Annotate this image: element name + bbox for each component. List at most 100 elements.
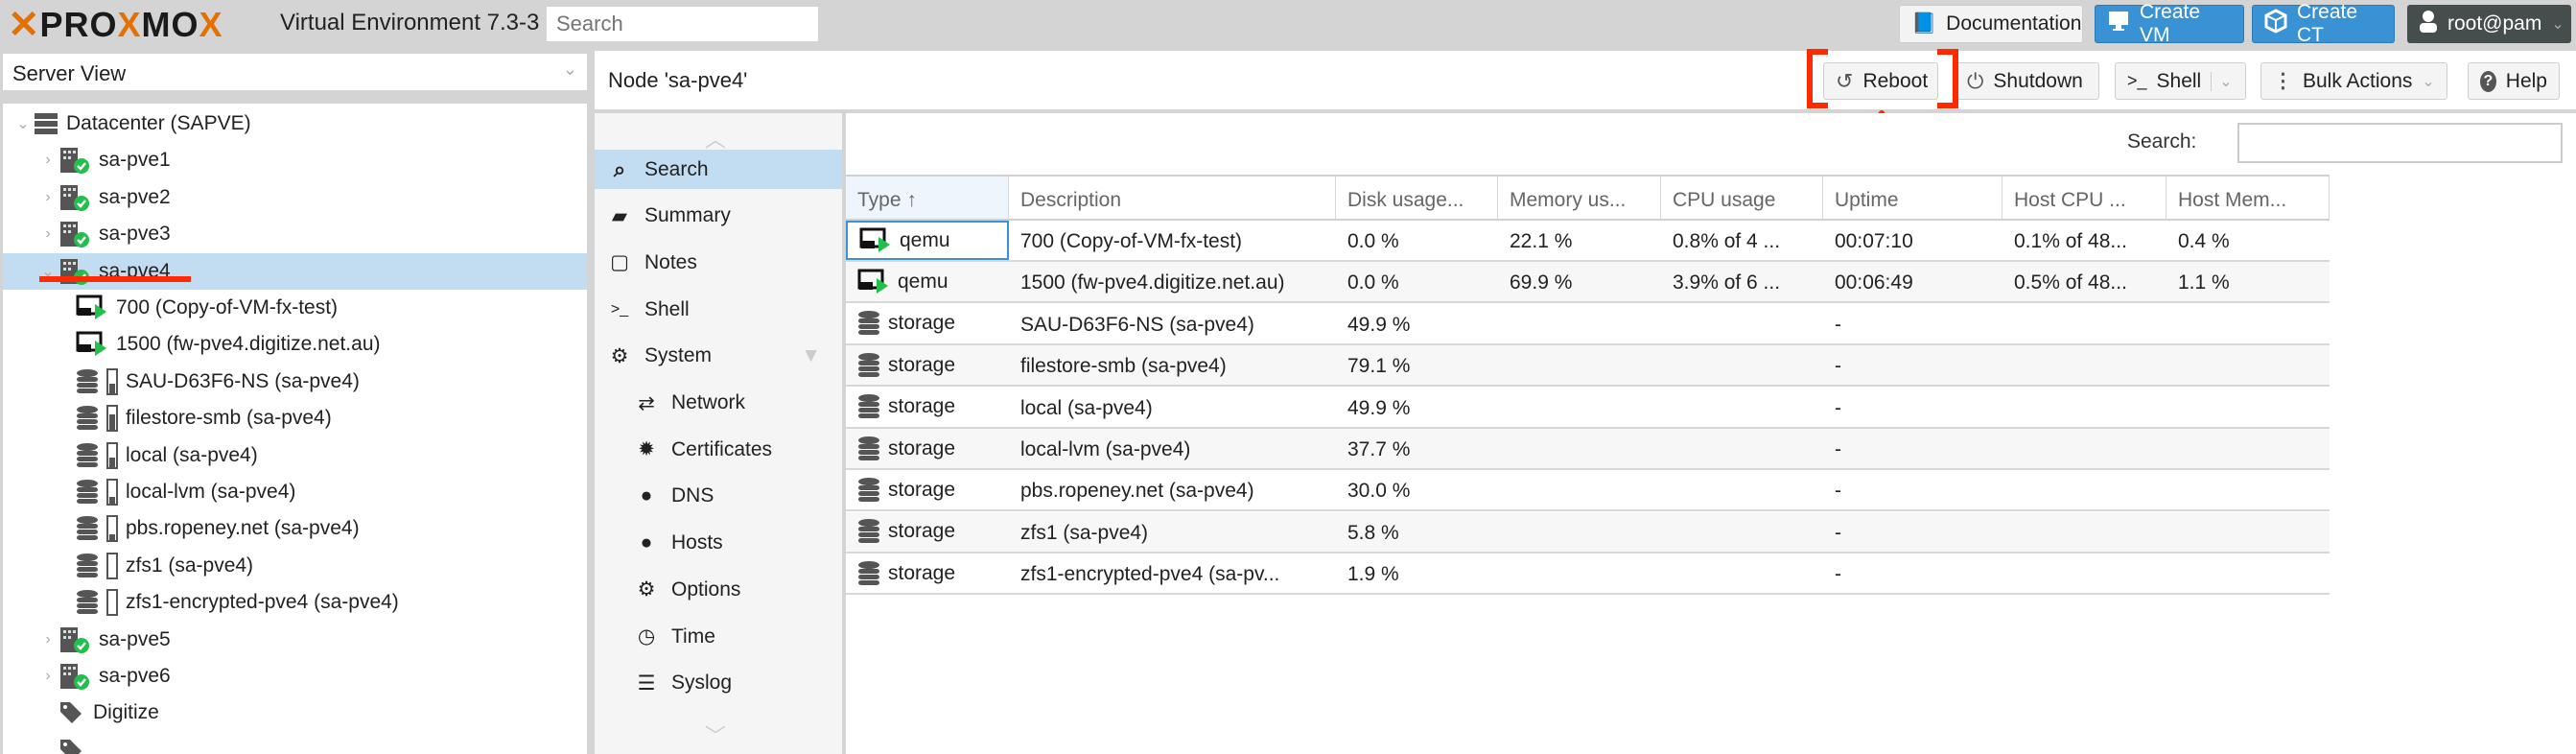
tree-item[interactable]: › sa-pve2 xyxy=(3,179,587,216)
column-header[interactable]: Host CPU ... xyxy=(2002,175,2166,221)
nav-item-label: Certificates xyxy=(671,437,773,460)
nav-item[interactable]: ▰ Summary xyxy=(595,197,842,236)
table-cell: qemu xyxy=(846,221,1009,260)
server-view-select[interactable]: Server View ⌄ xyxy=(3,54,587,90)
documentation-button[interactable]: 📘 Documentation xyxy=(1899,5,2083,43)
vm-running-icon xyxy=(76,331,108,358)
help-button[interactable]: ? Help xyxy=(2468,62,2560,100)
bulk-actions-button[interactable]: ⋮ Bulk Actions ⌄ xyxy=(2260,62,2447,100)
collapsed-chevron-icon[interactable]: › xyxy=(45,188,51,205)
shell-button[interactable]: >_ Shell ⌄ xyxy=(2115,62,2246,100)
tree-item-label: Datacenter (SAPVE) xyxy=(66,112,251,134)
table-row[interactable]: storage pbs.ropeney.net (sa-pve4) 30.0 % - xyxy=(846,470,2330,512)
tree-item[interactable]: › sa-pve6 xyxy=(3,658,587,695)
nav-item-label: DNS xyxy=(671,484,714,507)
usage-bar-icon xyxy=(106,441,118,469)
table-cell xyxy=(2002,554,2166,593)
table-row[interactable]: storage SAU-D63F6-NS (sa-pve4) 49.9 % - xyxy=(846,304,2330,345)
tree-item[interactable]: › sa-pve5 xyxy=(3,622,587,658)
table-row[interactable]: storage zfs1-encrypted-pve4 (sa-pv... 1.9 … xyxy=(846,554,2330,596)
proxmox-logo[interactable]: ✕ PROXMOX xyxy=(8,5,223,44)
nav-item[interactable]: ● DNS xyxy=(595,477,842,516)
shutdown-button[interactable]: ⏻ Shutdown xyxy=(1955,62,2099,100)
tree-item[interactable]: ⌄ sa-pve4 xyxy=(3,252,587,290)
global-search-input[interactable] xyxy=(547,7,818,41)
expanded-chevron-icon[interactable]: ⌄ xyxy=(41,263,55,280)
table-cell xyxy=(1498,345,1661,385)
table-row[interactable]: storage filestore-smb (sa-pve4) 79.1 % - xyxy=(846,345,2330,388)
reboot-button[interactable]: ↺ Reboot xyxy=(1823,62,1938,100)
scroll-down-icon[interactable]: ﹀ xyxy=(705,724,727,748)
tree-item[interactable]: 700 (Copy-of-VM-fx-test) xyxy=(3,290,587,326)
nav-item[interactable]: ● Hosts xyxy=(595,524,842,563)
tree-item[interactable]: SAU-D63F6-NS (sa-pve4) xyxy=(3,364,587,400)
table-row[interactable]: qemu 700 (Copy-of-VM-fx-test) 0.0 % 22.1 % 0… xyxy=(846,221,2330,262)
usage-bar-icon xyxy=(106,515,118,543)
column-header[interactable]: Description xyxy=(1009,175,1336,221)
nav-item[interactable]: ✹ Certificates xyxy=(595,430,842,469)
caret-down-icon[interactable]: ▼ xyxy=(801,344,821,367)
table-cell: storage xyxy=(846,470,1009,509)
tree-item[interactable]: ⌄ Datacenter (SAPVE) xyxy=(3,106,587,142)
column-header[interactable]: Uptime xyxy=(1823,175,2002,221)
vm-running-icon xyxy=(76,295,108,321)
nav-item[interactable]: ☰ Syslog xyxy=(595,664,842,703)
nav-item[interactable]: ⌕ Search xyxy=(595,150,842,189)
nav-item[interactable]: ◷ Time xyxy=(595,617,842,656)
tree-item[interactable]: local-lvm (sa-pve4) xyxy=(3,474,587,510)
scroll-up-icon[interactable]: ︿ xyxy=(705,128,727,152)
table-cell: 30.0 % xyxy=(1347,480,1411,503)
gears-icon: ⚙ xyxy=(610,344,629,367)
node-online-icon xyxy=(59,625,91,654)
table-row[interactable]: storage local (sa-pve4) 49.9 % - xyxy=(846,388,2330,429)
collapsed-chevron-icon[interactable]: › xyxy=(45,668,51,684)
column-header[interactable]: Host Mem... xyxy=(2166,175,2330,221)
tree-item[interactable]: filestore-smb (sa-pve4) xyxy=(3,400,587,436)
tree-item[interactable]: 1500 (fw-pve4.digitize.net.au) xyxy=(3,326,587,363)
table-cell: - xyxy=(1835,563,1841,586)
create-vm-button[interactable]: Create VM xyxy=(2095,1,2244,46)
collapsed-chevron-icon[interactable]: › xyxy=(45,152,51,169)
tree-item[interactable]: › sa-pve3 xyxy=(3,216,587,252)
tree-item[interactable]: zfs1-encrypted-pve4 (sa-pve4) xyxy=(3,584,587,621)
create-ct-button[interactable]: Create CT xyxy=(2252,1,2395,46)
table-cell xyxy=(2002,388,2166,427)
usage-bar-icon xyxy=(106,479,118,506)
tree-item[interactable]: pbs.ropeney.net (sa-pve4) xyxy=(3,510,587,547)
table-row[interactable]: storage local-lvm (sa-pve4) 37.7 % - xyxy=(846,429,2330,470)
table-row[interactable]: storage zfs1 (sa-pve4) 5.8 % - xyxy=(846,511,2330,554)
search-input[interactable] xyxy=(2237,123,2563,163)
collapsed-chevron-icon[interactable]: › xyxy=(45,630,51,648)
nav-item[interactable]: ⚙ System ▼ xyxy=(595,337,842,376)
column-header[interactable]: CPU usage xyxy=(1661,175,1823,221)
table-row[interactable]: qemu 1500 (fw-pve4.digitize.net.au) 0.0 % 6… xyxy=(846,262,2330,304)
table-cell: - xyxy=(1835,355,1841,378)
type-label: storage xyxy=(888,561,956,584)
expanded-chevron-icon[interactable]: ⌄ xyxy=(16,116,30,132)
table-cell: 5.8 % xyxy=(1347,521,1399,544)
tree-item-label: sa-pve1 xyxy=(99,149,171,172)
node-online-icon xyxy=(59,220,91,248)
tree-item[interactable]: Digitize xyxy=(3,695,587,731)
type-label: storage xyxy=(888,436,956,459)
column-header[interactable]: Memory us... xyxy=(1498,175,1661,221)
tree-item[interactable]: zfs1 (sa-pve4) xyxy=(3,548,587,584)
column-header[interactable]: Disk usage... xyxy=(1336,175,1498,221)
storage-icon xyxy=(76,442,99,469)
user-icon xyxy=(2419,10,2438,38)
collapsed-chevron-icon[interactable]: › xyxy=(45,225,51,243)
nav-item[interactable]: ▢ Notes xyxy=(595,243,842,282)
nav-item[interactable]: >_ Shell xyxy=(595,290,842,329)
reboot-label: Reboot xyxy=(1862,69,1929,92)
nav-item-label: Options xyxy=(671,577,741,601)
nav-item[interactable]: ⚙ Options xyxy=(595,570,842,609)
tree-item[interactable] xyxy=(3,732,587,754)
user-menu-button[interactable]: root@pam ⌄ xyxy=(2407,5,2571,43)
globe-icon: ● xyxy=(640,484,653,507)
column-header[interactable]: Type ↑ xyxy=(846,175,1009,221)
tree-item[interactable]: › sa-pve1 xyxy=(3,142,587,178)
chevron-down-icon[interactable]: ⌄ xyxy=(2211,71,2233,91)
tree-item[interactable]: local (sa-pve4) xyxy=(3,437,587,474)
type-label: qemu xyxy=(898,270,948,293)
nav-item[interactable]: ⇄ Network xyxy=(595,384,842,423)
